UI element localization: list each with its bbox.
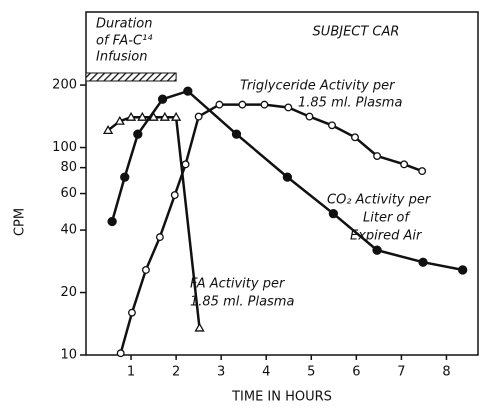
marker bbox=[458, 265, 468, 275]
y-tick-label: 40 bbox=[60, 223, 77, 238]
marker bbox=[125, 111, 137, 121]
marker bbox=[305, 112, 314, 121]
x-tick-label: 6 bbox=[352, 365, 360, 380]
y-tick-label: 10 bbox=[60, 348, 77, 363]
infusion-bar bbox=[85, 72, 177, 82]
marker bbox=[372, 245, 382, 255]
marker bbox=[116, 349, 125, 358]
marker bbox=[194, 112, 203, 121]
y-tick-label: 80 bbox=[60, 160, 77, 175]
series-label: 1.85 ml. Plasma bbox=[190, 295, 294, 310]
marker bbox=[181, 160, 190, 169]
plot-frame bbox=[85, 11, 479, 356]
series-label: CO₂ Activity per bbox=[327, 193, 432, 208]
marker bbox=[328, 209, 339, 219]
marker bbox=[133, 129, 143, 139]
marker bbox=[128, 308, 136, 317]
marker bbox=[194, 322, 205, 332]
series-label: Triglyceride Activity per bbox=[240, 79, 396, 94]
marker bbox=[159, 111, 170, 121]
y-axis-title: CPM bbox=[13, 208, 28, 236]
x-axis-title: TIME IN HOURS bbox=[231, 390, 332, 405]
marker bbox=[351, 133, 359, 142]
marker bbox=[238, 100, 247, 109]
marker bbox=[231, 129, 242, 139]
marker bbox=[260, 100, 269, 109]
x-tick-label: 2 bbox=[172, 365, 180, 380]
x-tick-label: 4 bbox=[262, 365, 270, 380]
marker bbox=[155, 233, 164, 242]
x-tick-label: 5 bbox=[307, 365, 315, 380]
marker bbox=[137, 111, 148, 121]
marker bbox=[418, 257, 428, 267]
marker bbox=[114, 115, 125, 125]
marker bbox=[328, 121, 336, 130]
marker bbox=[400, 160, 409, 169]
chart-title: SUBJECT CAR bbox=[313, 25, 400, 40]
series-label: 1.85 ml. Plasma bbox=[298, 96, 402, 111]
x-tick-label: 8 bbox=[442, 365, 450, 380]
marker bbox=[170, 111, 182, 121]
marker bbox=[157, 94, 168, 104]
series-label: Expired Air bbox=[350, 229, 423, 244]
marker bbox=[284, 103, 293, 112]
infusion-label: Infusion bbox=[96, 50, 147, 65]
marker bbox=[418, 167, 427, 176]
y-tick-label: 20 bbox=[60, 285, 77, 300]
marker bbox=[183, 86, 193, 96]
series-label: Liter of bbox=[363, 211, 411, 226]
marker bbox=[120, 172, 130, 182]
marker bbox=[102, 125, 114, 134]
series-line bbox=[107, 115, 201, 329]
x-tick-label: 7 bbox=[397, 365, 405, 380]
x-tick-label: 1 bbox=[127, 365, 135, 380]
marker bbox=[373, 152, 382, 160]
marker bbox=[141, 265, 150, 274]
y-tick-label: 200 bbox=[52, 78, 77, 93]
marker bbox=[282, 172, 293, 182]
infusion-label: Duration bbox=[96, 17, 152, 32]
marker bbox=[107, 216, 117, 227]
marker bbox=[170, 191, 179, 200]
infusion-label: of FA-C¹⁴ bbox=[96, 34, 153, 49]
series-label: FA Activity per bbox=[190, 277, 286, 292]
y-tick-label: 60 bbox=[60, 186, 77, 201]
marker bbox=[215, 100, 224, 109]
y-tick-label: 100 bbox=[52, 140, 77, 155]
x-tick-label: 3 bbox=[217, 365, 225, 380]
